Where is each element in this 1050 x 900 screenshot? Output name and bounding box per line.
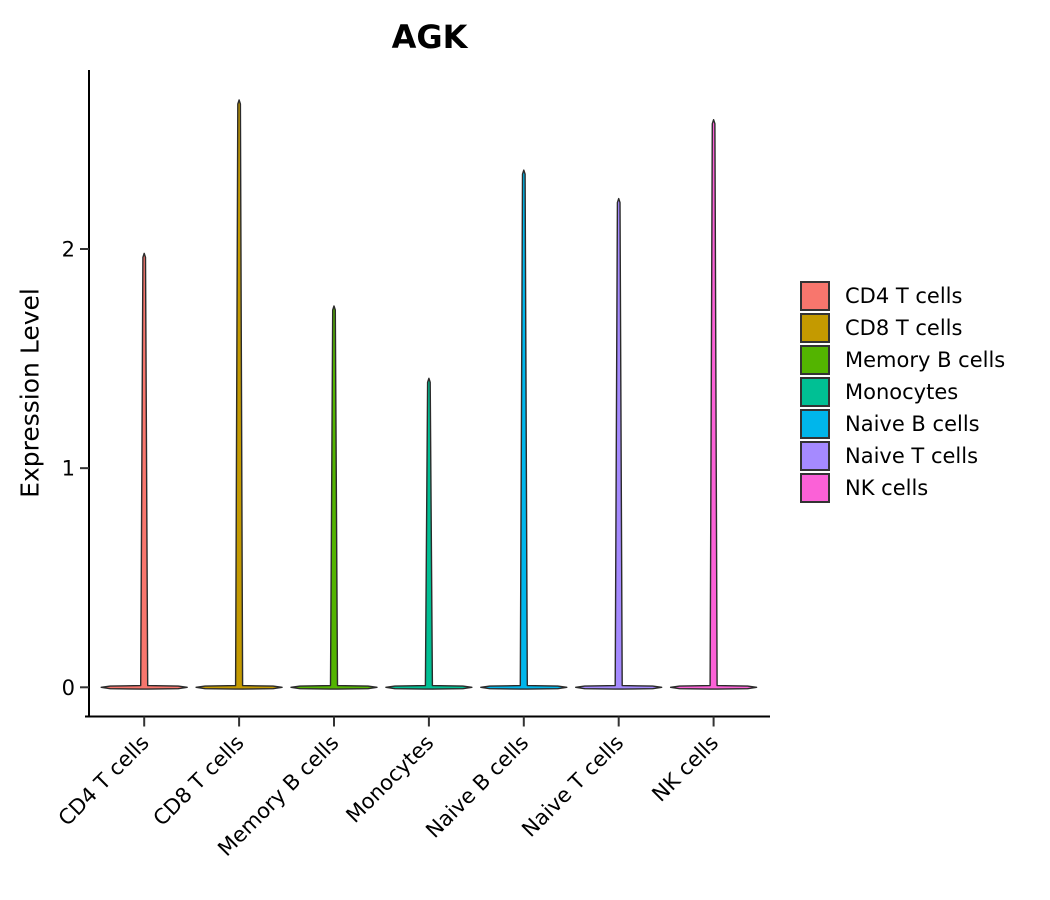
legend-key-swatch-naive-t-cells [800, 441, 830, 471]
legend-label-naive-t-cells: Naive T cells [845, 444, 979, 468]
violin-cd8-t-cells [195, 99, 283, 690]
legend-key-swatch-cd4-t-cells [800, 281, 830, 311]
legend-item-cd4-t-cells: CD4 T cells [800, 281, 1005, 311]
legend-key-swatch-naive-b-cells [800, 409, 830, 439]
violin-naive-b-cells [480, 169, 568, 690]
legend-label-nk-cells: NK cells [845, 476, 929, 500]
legend-label-naive-b-cells: Naive B cells [845, 412, 980, 436]
violin-monocytes [385, 377, 473, 690]
legend-key-swatch-nk-cells [800, 473, 830, 503]
y-tick-label: 2 [62, 238, 75, 262]
y-tick-label: 0 [62, 676, 75, 700]
violin-memory-b-cells [290, 305, 378, 690]
legend-item-naive-t-cells: Naive T cells [800, 441, 1005, 471]
legend-label-memory-b-cells: Memory B cells [845, 348, 1006, 372]
x-tick-label-nk-cells: NK cells [647, 731, 723, 807]
legend-item-memory-b-cells: Memory B cells [800, 345, 1005, 375]
violin-nk-cells [669, 119, 758, 690]
legend-item-naive-b-cells: Naive B cells [800, 409, 1005, 439]
legend-item-cd8-t-cells: CD8 T cells [800, 313, 1005, 343]
y-tick-label: 1 [62, 457, 75, 481]
x-tick-label-monocytes: Monocytes [341, 731, 438, 828]
legend-key-swatch-monocytes [800, 377, 830, 407]
legend-label-cd8-t-cells: CD8 T cells [845, 316, 963, 340]
violin-cd4-t-cells [100, 252, 188, 690]
legend-key-swatch-memory-b-cells [800, 345, 830, 375]
legend-item-monocytes: Monocytes [800, 377, 1005, 407]
plot-title: AGK [391, 18, 468, 56]
legend-item-nk-cells: NK cells [800, 473, 1005, 503]
legend-label-cd4-t-cells: CD4 T cells [845, 284, 963, 308]
x-tick-label-naive-t-cells: Naive T cells [517, 731, 628, 842]
legend: CD4 T cells CD8 T cells Memory B cells Mono… [800, 281, 1005, 505]
x-tick-label-cd8-t-cells: CD8 T cells [149, 731, 249, 831]
violin-naive-t-cells [575, 197, 663, 690]
legend-key-swatch-cd8-t-cells [800, 313, 830, 343]
legend-label-monocytes: Monocytes [845, 380, 959, 404]
x-tick-label-cd4-t-cells: CD4 T cells [54, 731, 154, 831]
